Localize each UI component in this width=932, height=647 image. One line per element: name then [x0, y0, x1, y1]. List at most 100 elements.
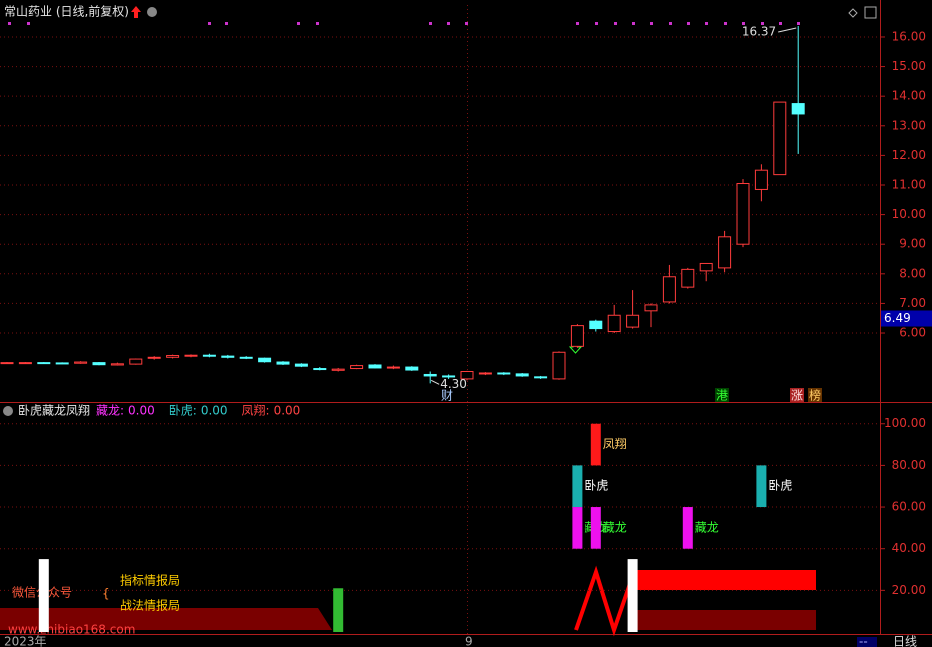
candle-body — [497, 372, 511, 375]
y-tick-label: 60.00 — [892, 500, 926, 514]
candle-body — [773, 101, 787, 176]
menu-icon — [147, 7, 157, 17]
flag: 榜 — [809, 388, 821, 403]
signal-block — [38, 559, 49, 632]
candle-body — [350, 365, 364, 370]
date-label: 9 — [465, 635, 473, 647]
window-icon — [864, 6, 877, 19]
y-tick-label: 20.00 — [892, 583, 926, 597]
candle-body — [92, 362, 106, 366]
menu-icon — [3, 406, 13, 416]
candle-body — [313, 368, 327, 371]
readout-name: 卧虎: — [169, 404, 197, 418]
date-label: 2023年 — [4, 635, 47, 647]
y-tick-label: 10.00 — [892, 207, 926, 221]
y-tick-label: 100.00 — [884, 416, 926, 430]
low-label: 4.30 — [440, 377, 467, 391]
watermark-name: 战法情报局 — [120, 598, 180, 613]
readout-value: 0.00 — [201, 404, 228, 418]
candle-body — [129, 358, 143, 365]
candle-body — [515, 373, 529, 377]
candle-body — [74, 361, 88, 364]
candle-body — [626, 314, 640, 328]
y-tick-label: 11.00 — [892, 177, 926, 191]
flag: 财 — [441, 389, 453, 403]
y-tick-label: 9.00 — [899, 237, 926, 251]
candle-body — [18, 362, 32, 365]
period-label: 日线 — [893, 635, 917, 647]
high-pointer — [778, 27, 797, 33]
candle-body — [552, 351, 566, 380]
high-label: 16.37 — [742, 25, 776, 39]
signal-label: 卧虎 — [584, 479, 608, 493]
y-tick-label: 8.00 — [899, 266, 926, 280]
candle-body — [736, 183, 750, 245]
flag-box — [790, 388, 804, 402]
y-tick-label: 13.00 — [892, 118, 926, 132]
low-pointer — [430, 379, 440, 385]
candle-body — [699, 262, 713, 272]
candle-body — [534, 376, 548, 379]
signal-bar — [590, 423, 601, 466]
candle-body — [791, 103, 805, 115]
y-tick-label: 12.00 — [892, 148, 926, 162]
red-zigzag — [574, 565, 636, 637]
candle-body — [0, 362, 14, 365]
candle-body — [110, 363, 124, 366]
signal-bar — [682, 507, 693, 549]
signal-bar — [572, 507, 583, 549]
candle-body — [202, 354, 216, 357]
readout-name: 凤翔: — [242, 404, 270, 418]
price-marker-box — [881, 310, 932, 327]
candle-body — [423, 373, 437, 377]
candle-body — [478, 372, 492, 375]
candle-body — [331, 368, 345, 371]
y-tick-label: 16.00 — [892, 29, 926, 43]
candle-body — [460, 371, 474, 380]
candle-body — [405, 366, 419, 371]
y-tick-label: 40.00 — [892, 541, 926, 555]
status-box — [857, 637, 877, 647]
candle-body — [570, 325, 584, 347]
diamond-icon — [848, 8, 858, 18]
signal-block — [333, 588, 344, 632]
flag-box — [715, 388, 729, 402]
flag-box — [440, 388, 454, 402]
readout-name: 藏龙: — [96, 404, 124, 418]
candle-body — [718, 236, 732, 269]
signal-label: 凤翔 — [603, 437, 627, 451]
dark-red-area — [636, 610, 816, 630]
signal-label: 卧虎 — [768, 479, 792, 493]
signal-bar — [756, 465, 767, 508]
candle-body — [258, 357, 272, 363]
signal-block — [627, 559, 638, 632]
watermark-brace: { — [102, 587, 110, 601]
candle-body — [386, 366, 400, 369]
candle-body — [166, 355, 180, 358]
candle-body — [239, 356, 253, 359]
readout-value: 0.00 — [128, 404, 155, 418]
stock-title: 常山药业 (日线,前复权) — [4, 4, 129, 19]
price-marker-label: 6.49 — [884, 311, 911, 325]
red-band — [632, 570, 816, 590]
candle-body — [644, 304, 658, 312]
candle-body — [55, 362, 69, 365]
candle-body — [276, 361, 290, 365]
candle-body — [221, 355, 235, 358]
candle-body — [442, 375, 456, 378]
candle-body — [147, 356, 161, 359]
readout-value: 0.00 — [274, 404, 301, 418]
flag: 涨 — [791, 388, 803, 403]
signal-label: 藏龙 — [695, 520, 719, 534]
y-tick-label: 7.00 — [899, 296, 926, 310]
y-tick-label: 15.00 — [892, 59, 926, 73]
signal-label: 藏龙 — [603, 520, 627, 534]
candle-body — [607, 314, 621, 333]
candle-body — [368, 364, 382, 369]
candle-body — [37, 362, 51, 365]
watermark-name: 指标情报局 — [120, 573, 180, 588]
signal-bar — [590, 507, 601, 549]
indicator-title: 卧虎藏龙凤翔 — [18, 404, 90, 418]
